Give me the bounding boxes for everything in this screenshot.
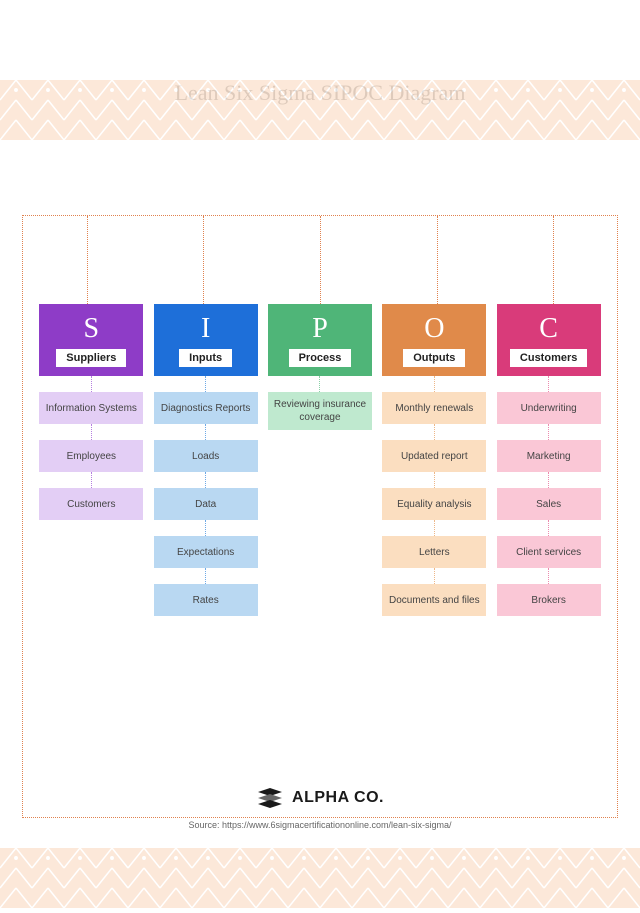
sipoc-item: Monthly renewals [382,392,486,424]
sipoc-item: Employees [39,440,143,472]
sipoc-item: Rates [154,584,258,616]
stack-icon [256,788,284,808]
item-connector [434,376,435,392]
decorative-pattern-top [0,80,640,140]
item-connector [434,520,435,536]
connector-line [203,216,204,304]
decorative-pattern-bottom [0,848,640,908]
connector-line [320,216,321,304]
column-label: Outputs [403,349,465,367]
column-header: C Customers [497,304,601,376]
column-label: Inputs [179,349,232,367]
column-header: P Process [268,304,372,376]
column-label: Process [289,349,352,367]
sipoc-item: Sales [497,488,601,520]
sipoc-column-process: P Process Reviewing insurance coverage [268,304,372,616]
item-connector [91,472,92,488]
source-citation: Source: https://www.6sigmacertificationo… [0,820,640,830]
company-logo: ALPHA CO. [0,788,640,808]
sipoc-diagram: S Suppliers Information Systems Employees Cu… [22,215,618,818]
item-connector [91,424,92,440]
column-header: S Suppliers [39,304,143,376]
item-connector [548,472,549,488]
item-connector [548,568,549,584]
item-connector [548,376,549,392]
item-connector [434,472,435,488]
sipoc-column-outputs: O Outputs Monthly renewals Updated report Eq… [382,304,486,616]
column-label: Customers [510,349,587,367]
sipoc-item: Customers [39,488,143,520]
sipoc-item: Brokers [497,584,601,616]
item-connector [434,424,435,440]
column-header: O Outputs [382,304,486,376]
connector-line [553,216,554,304]
sipoc-item: Loads [154,440,258,472]
column-letter: C [539,313,558,345]
column-letter: O [424,313,444,345]
item-connector [205,424,206,440]
item-connector [205,376,206,392]
sipoc-item: Equality analysis [382,488,486,520]
column-letter: P [312,313,328,345]
connector-line [437,216,438,304]
sipoc-item: Documents and files [382,584,486,616]
item-connector [205,568,206,584]
sipoc-item: Client services [497,536,601,568]
item-connector [205,520,206,536]
sipoc-item: Updated report [382,440,486,472]
item-connector [319,376,320,392]
sipoc-column-suppliers: S Suppliers Information Systems Employees Cu… [39,304,143,616]
sipoc-item: Letters [382,536,486,568]
connector-line [87,216,88,304]
sipoc-item: Information Systems [39,392,143,424]
sipoc-item: Reviewing insurance coverage [268,392,372,430]
item-connector [548,520,549,536]
logo-text: ALPHA CO. [292,789,384,807]
item-connector [205,472,206,488]
sipoc-item: Marketing [497,440,601,472]
sipoc-column-customers: C Customers Underwriting Marketing Sales Clie… [497,304,601,616]
sipoc-item: Underwriting [497,392,601,424]
sipoc-item: Diagnostics Reports [154,392,258,424]
item-connector [434,568,435,584]
column-label: Suppliers [56,349,126,367]
item-connector [548,424,549,440]
sipoc-column-inputs: I Inputs Diagnostics Reports Loads Data Expec… [154,304,258,616]
column-header: I Inputs [154,304,258,376]
sipoc-item: Data [154,488,258,520]
column-letter: I [201,313,210,345]
item-connector [91,376,92,392]
sipoc-item: Expectations [154,536,258,568]
column-letter: S [84,313,100,345]
